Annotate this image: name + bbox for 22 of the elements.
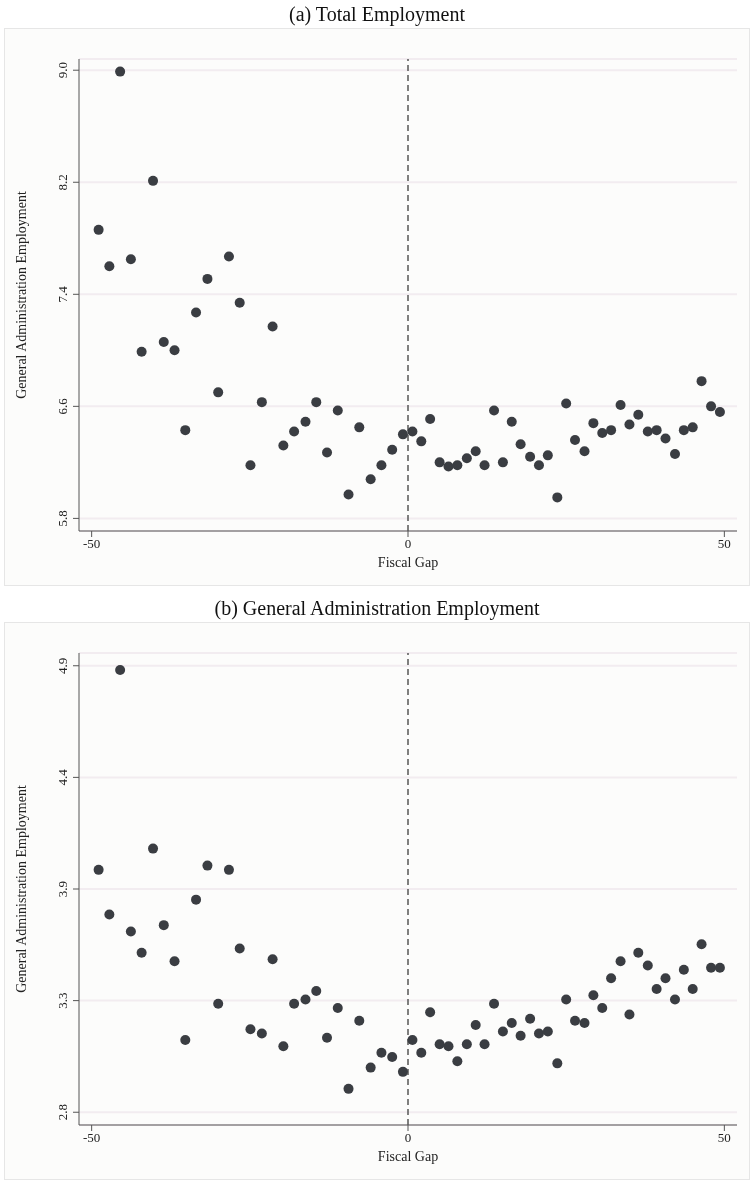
chart-title: (a) Total Employment (288, 2, 466, 28)
x-tick-label: 0 (404, 536, 412, 552)
x-axis-title: Fiscal Gap (377, 555, 439, 570)
x-tick-label: 50 (717, 536, 731, 552)
x-tick-label: -50 (82, 536, 101, 552)
x-tick-label: -50 (82, 1130, 101, 1146)
x-tick-label: 0 (404, 1130, 412, 1146)
y-tick-label: 4.4 (55, 768, 70, 786)
y-tick-label: 7.4 (55, 285, 70, 303)
y-axis-title: General Administration Employment (13, 785, 29, 993)
y-tick-label: 4.9 (55, 657, 70, 674)
y-tick-label: 6.6 (55, 397, 70, 415)
x-tick-label: 50 (717, 1130, 731, 1146)
y-tick-label: 9.0 (55, 62, 70, 79)
y-tick-label: 3.9 (55, 880, 70, 898)
y-axis-title: General Administration Employment (13, 191, 29, 399)
chart-title: (b) General Administration Employment (213, 596, 541, 622)
y-tick-label: 3.3 (55, 992, 70, 1009)
x-axis-title: Fiscal Gap (377, 1149, 439, 1164)
y-tick-label: 2.8 (55, 1104, 70, 1121)
y-tick-label: 8.2 (55, 174, 70, 191)
y-tick-label: 5.8 (55, 510, 70, 527)
